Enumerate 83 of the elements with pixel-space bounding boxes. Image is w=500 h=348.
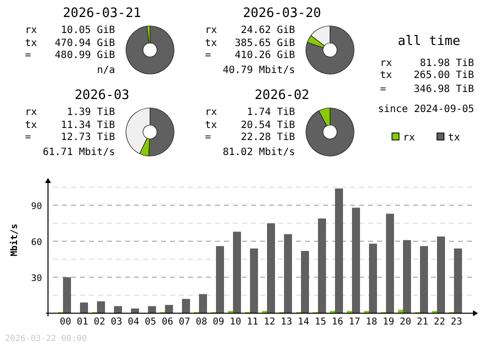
bar: [301, 250, 309, 314]
x-tick-label: 09: [212, 316, 224, 328]
x-tick-label: 10: [230, 316, 242, 328]
y-axis-title: Mbit/s: [9, 224, 20, 256]
bar: [369, 244, 377, 314]
text: = 12.73 TiB: [25, 132, 115, 143]
bar: [398, 310, 403, 314]
x-tick-label: 06: [162, 316, 174, 328]
bar: [97, 301, 105, 314]
text: 40.79 Mbit/s: [222, 65, 295, 76]
bar: [335, 188, 343, 314]
bar: [63, 277, 71, 314]
text: rx 24.62 GiB: [205, 25, 295, 36]
y-tick-label: 30: [31, 274, 42, 284]
bar: [284, 234, 292, 314]
text: rx 1.39 TiB: [25, 107, 115, 118]
text: tx 11.34 TiB: [25, 120, 115, 131]
x-tick-label: 00: [60, 316, 72, 328]
x-tick-label: 16: [332, 316, 344, 328]
text: = 22.28 TiB: [205, 132, 295, 143]
bar: [233, 232, 241, 314]
x-tick-label: 17: [348, 316, 360, 328]
x-tick-label: 23: [450, 316, 462, 328]
x-tick-label: 01: [76, 316, 88, 328]
bar: [318, 218, 326, 314]
text: rx 10.05 GiB: [25, 25, 115, 36]
donut-slice: [306, 26, 354, 74]
x-tick-label: 22: [434, 316, 446, 328]
x-tick-label: 20: [400, 316, 412, 328]
donut-slice: [126, 26, 174, 74]
chart-title: 2026-02: [254, 88, 310, 103]
text: 61.71 Mbit/s: [42, 147, 115, 158]
text: tx 265.00 TiB: [380, 70, 474, 81]
text: all time: [398, 34, 460, 49]
x-tick-label: 02: [94, 316, 106, 328]
text: rx 1.74 TiB: [205, 107, 295, 118]
bar: [267, 223, 275, 314]
x-tick-label: 05: [144, 316, 156, 328]
x-tick-label: 11: [246, 316, 258, 328]
bar: [352, 208, 360, 314]
legend-label: tx: [448, 132, 460, 144]
y-tick-label: 60: [31, 238, 42, 248]
bar: [165, 304, 173, 314]
x-tick-label: 18: [366, 316, 378, 328]
x-tick-label: 15: [314, 316, 326, 328]
bar: [250, 248, 258, 314]
chart-title: 2026-03-20: [242, 6, 322, 21]
bar: [80, 302, 88, 314]
x-tick-label: 04: [128, 316, 140, 328]
bar: [216, 246, 224, 314]
x-tick-label: 14: [298, 316, 310, 328]
text: tx 20.54 TiB: [205, 120, 295, 131]
x-tick-label: 03: [110, 316, 122, 328]
x-tick-label: 07: [178, 316, 190, 328]
bar: [114, 306, 122, 314]
text: since 2024-09-05: [378, 104, 474, 115]
text: rx 81.98 TiB: [380, 58, 474, 69]
x-tick-label: 21: [416, 316, 428, 328]
bar: [403, 240, 411, 314]
x-tick-label: 19: [382, 316, 394, 328]
x-tick-label: 13: [280, 316, 292, 328]
x-tick-label: 08: [196, 316, 208, 328]
bar: [420, 246, 428, 314]
y-tick-label: 90: [31, 202, 42, 212]
bar: [148, 306, 156, 314]
text: tx 385.65 GiB: [205, 38, 295, 49]
chart-title: 2026-03-21: [62, 6, 142, 21]
text: = 480.99 GiB: [25, 50, 115, 61]
chart-title: 2026-03: [74, 88, 130, 103]
text: = 410.26 GiB: [205, 50, 295, 61]
text: n/a: [96, 65, 115, 76]
x-tick-label: 12: [264, 316, 276, 328]
text: 81.02 Mbit/s: [222, 147, 295, 158]
bar: [454, 248, 462, 314]
bar: [182, 298, 190, 314]
text: tx 470.94 GiB: [25, 38, 115, 49]
donut-slice: [306, 108, 354, 156]
legend-label: rx: [403, 132, 416, 144]
bar: [386, 214, 394, 314]
text: = 346.98 TiB: [380, 84, 474, 95]
bar: [131, 308, 139, 314]
bar: [437, 236, 445, 314]
bar: [199, 294, 207, 314]
